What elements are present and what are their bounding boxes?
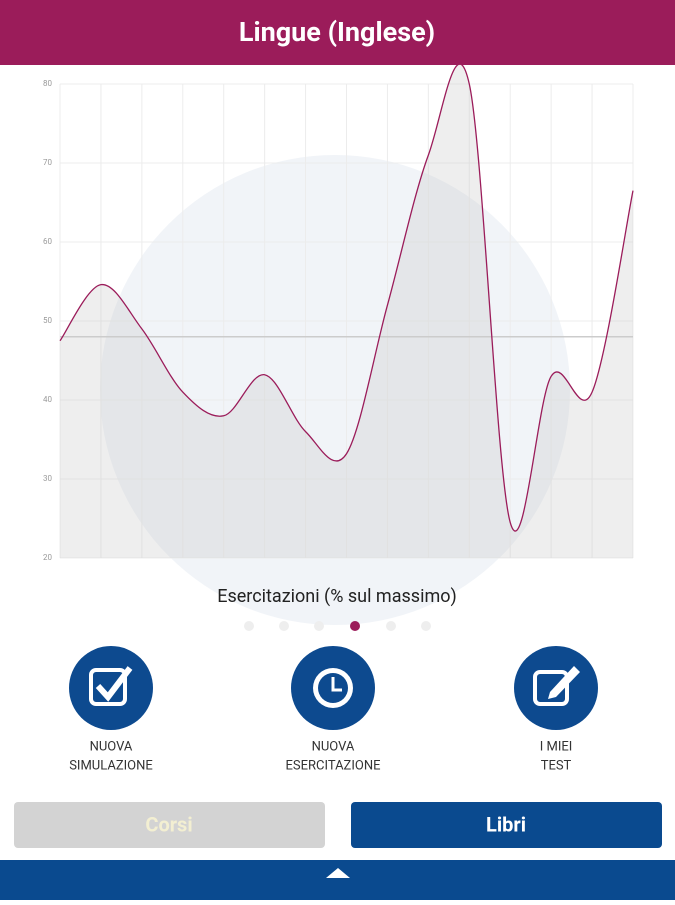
area [60,63,633,558]
action-exercise[interactable]: NUOVA ESERCITAZIONE [286,646,381,773]
y-tick-label: 30 [43,474,52,483]
expand-arrow[interactable] [326,868,350,878]
y-tick-label: 20 [43,553,52,562]
action-label: SIMULAZIONE [69,758,153,773]
header-title: Lingue (Inglese) [239,16,435,48]
action-tests[interactable]: I MIEI TEST [514,646,598,773]
line [59,63,634,532]
y-tick-label: 80 [43,79,52,88]
action-label: TEST [541,758,572,773]
action-simulation[interactable]: NUOVA SIMULAZIONE [69,646,153,773]
page-dots [244,621,431,631]
button-label: Corsi [145,812,192,836]
button-corsi[interactable]: Corsi [14,802,325,848]
button-label: Libri [486,812,526,836]
watermark [100,155,570,625]
y-tick-label: 60 [43,237,52,246]
y-tick-label: 40 [43,395,52,404]
action-label: NUOVA [90,739,133,754]
y-tick-label: 50 [43,316,52,325]
action-label: I MIEI [540,739,573,754]
button-libri[interactable]: Libri [351,802,662,848]
chart: 20 30 40 50 60 70 80 [43,63,634,562]
action-label: NUOVA [312,739,355,754]
chart-caption: Esercitazioni (% sul massimo) [217,586,457,607]
bottom-bar [0,860,675,900]
action-label: ESERCITAZIONE [286,758,381,773]
y-tick-label: 70 [43,158,52,167]
header [0,0,675,65]
